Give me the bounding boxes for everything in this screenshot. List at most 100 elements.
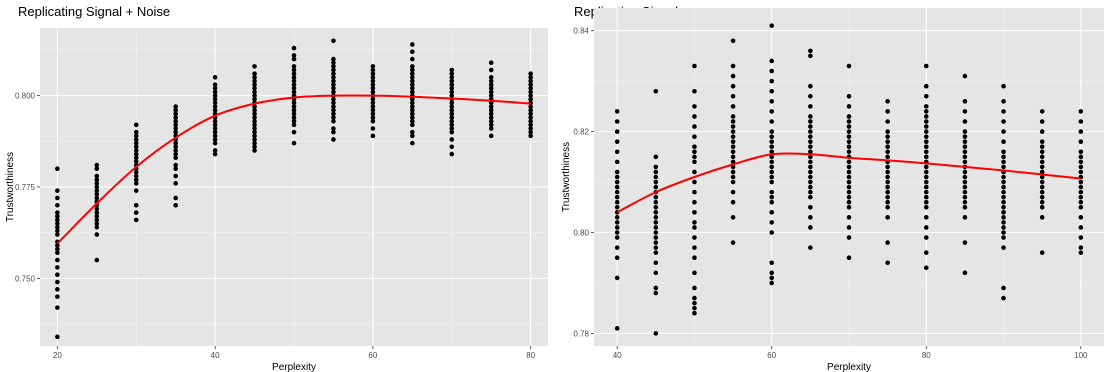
data-point — [331, 126, 336, 131]
data-point — [885, 154, 890, 160]
data-point — [252, 64, 257, 69]
data-point — [923, 134, 929, 139]
data-point — [653, 250, 659, 255]
data-point — [252, 118, 257, 124]
data-point — [846, 119, 852, 124]
data-point — [173, 115, 178, 120]
data-point — [730, 199, 736, 205]
data-point — [331, 86, 336, 91]
data-point — [488, 111, 494, 117]
data-point — [769, 149, 775, 155]
data-point — [846, 194, 852, 200]
data-point — [1001, 179, 1006, 185]
data-point — [614, 204, 620, 210]
data-point — [370, 67, 376, 73]
data-point — [769, 179, 775, 185]
x-tick-label: 40 — [613, 351, 622, 360]
data-point — [331, 82, 336, 87]
data-point — [331, 56, 336, 62]
data-point — [331, 118, 336, 124]
data-point — [885, 194, 890, 200]
data-point — [488, 107, 494, 113]
data-point — [653, 331, 659, 336]
data-point — [528, 118, 533, 124]
data-point — [291, 71, 297, 76]
data-point — [1078, 159, 1084, 165]
data-point — [614, 230, 620, 235]
data-point — [1039, 174, 1045, 180]
y-tick-label: 0.82 — [573, 128, 589, 137]
data-point — [252, 111, 257, 117]
data-point — [692, 104, 697, 109]
data-point — [692, 134, 697, 139]
data-point — [1078, 194, 1084, 200]
data-point — [528, 75, 533, 80]
data-point — [528, 111, 533, 117]
data-point — [410, 122, 415, 128]
data-point — [730, 144, 736, 150]
data-point — [846, 159, 852, 165]
data-point — [885, 164, 890, 170]
data-point — [528, 78, 533, 84]
data-point — [370, 126, 376, 131]
data-point — [1078, 169, 1084, 175]
data-point — [528, 129, 533, 135]
data-point — [55, 279, 60, 285]
data-point — [449, 100, 455, 106]
data-point — [528, 82, 533, 87]
data-point — [331, 89, 336, 95]
data-point — [1001, 189, 1006, 195]
data-point — [1039, 139, 1045, 144]
data-point — [488, 75, 494, 80]
data-point — [885, 99, 890, 104]
data-point — [449, 78, 455, 84]
data-point — [846, 93, 852, 99]
y-tick-label: 0.84 — [573, 27, 589, 36]
data-point — [449, 151, 455, 157]
data-point — [923, 250, 929, 255]
data-point — [1039, 164, 1045, 170]
data-point — [528, 126, 533, 131]
data-point — [653, 230, 659, 235]
data-point — [653, 260, 659, 266]
data-point — [769, 159, 775, 165]
data-point — [331, 111, 336, 117]
data-point — [55, 287, 60, 292]
data-point — [173, 162, 178, 168]
data-point — [808, 174, 813, 180]
data-point — [614, 220, 620, 225]
data-point — [923, 174, 929, 180]
x-tick-label: 60 — [767, 351, 776, 360]
data-point — [1039, 199, 1045, 205]
data-point — [133, 148, 139, 153]
data-point — [1001, 225, 1006, 230]
data-point — [614, 159, 620, 165]
data-point — [846, 129, 852, 134]
data-point — [730, 134, 736, 139]
data-point — [449, 82, 455, 87]
data-point — [55, 224, 60, 230]
data-point — [331, 64, 336, 69]
data-point — [846, 215, 852, 220]
data-point — [808, 154, 813, 160]
data-point — [252, 78, 257, 84]
y-tick-label: 0.80 — [573, 228, 589, 237]
data-point — [212, 151, 218, 157]
data-point — [885, 189, 890, 195]
data-point — [173, 181, 178, 186]
data-point — [291, 122, 297, 128]
x-tick-label: 100 — [1074, 351, 1088, 360]
data-point — [55, 195, 60, 201]
data-point — [173, 166, 178, 172]
data-point — [449, 144, 455, 150]
data-point — [133, 188, 139, 193]
data-point — [692, 199, 697, 205]
data-point — [923, 109, 929, 114]
data-point — [730, 179, 736, 185]
data-point — [614, 169, 620, 175]
data-point — [1078, 199, 1084, 205]
data-point — [692, 189, 697, 195]
data-point — [1039, 149, 1045, 155]
data-point — [769, 230, 775, 235]
data-point — [449, 93, 455, 98]
